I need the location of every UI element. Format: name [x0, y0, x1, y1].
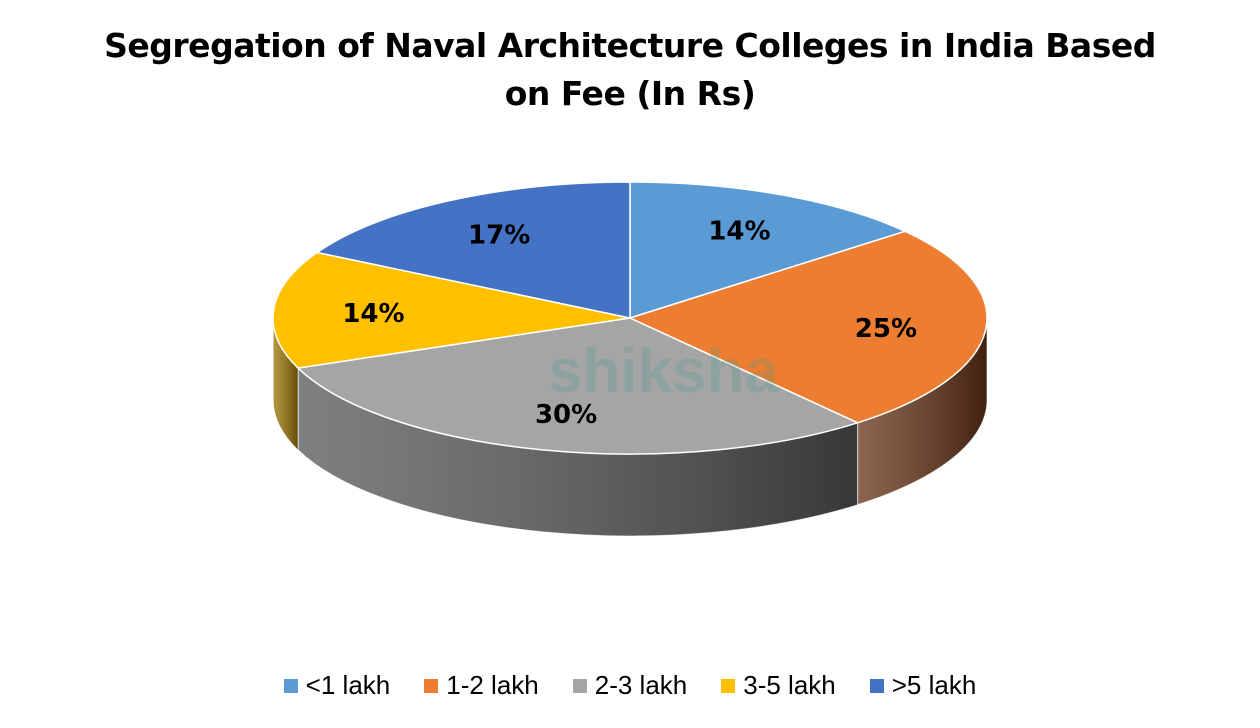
legend: <1 lakh 1-2 lakh 2-3 lakh 3-5 lakh >5 lakh: [0, 670, 1260, 701]
pie-side-1-2 lakh: [857, 318, 987, 505]
data-label: 25%: [855, 314, 917, 344]
legend-item: 2-3 lakh: [572, 670, 688, 701]
legend-item: 1-2 lakh: [424, 670, 539, 701]
legend-label: 1-2 lakh: [446, 670, 539, 700]
data-label: 30%: [535, 400, 597, 430]
legend-label: >5 lakh: [891, 670, 977, 700]
pie-side-3-5 lakh: [273, 318, 299, 451]
pie-slice-<1 lakh[interactable]: [629, 181, 908, 320]
data-label: 14%: [708, 216, 770, 246]
legend-item: 3-5 lakh: [721, 670, 836, 701]
data-label: 17%: [468, 221, 530, 251]
legend-swatch: [572, 678, 587, 693]
legend-label: 2-3 lakh: [594, 670, 688, 700]
legend-swatch: [721, 678, 736, 693]
data-label: 14%: [342, 299, 404, 329]
chart-title-line-1: Segregation of Naval Architecture Colleg…: [104, 26, 1156, 65]
legend-item: <1 lakh: [283, 670, 391, 701]
pie-slice->5 lakh[interactable]: [315, 181, 631, 319]
pie-slice-3-5 lakh[interactable]: [272, 251, 631, 369]
watermark-logo: shiksha: [548, 337, 779, 406]
pie-side-2-3 lakh: [298, 368, 858, 536]
chart-title-line-2: on Fee (In Rs): [504, 74, 756, 113]
legend-label: <1 lakh: [305, 670, 391, 700]
legend-swatch: [869, 678, 884, 693]
chart-title: Segregation of Naval Architecture Colleg…: [0, 22, 1260, 118]
legend-label: 3-5 lakh: [743, 670, 836, 700]
legend-item: >5 lakh: [869, 670, 977, 701]
legend-swatch: [283, 678, 298, 693]
legend-swatch: [424, 678, 439, 693]
pie-slice-1-2 lakh[interactable]: [627, 230, 988, 424]
pie-slice-2-3 lakh[interactable]: [296, 317, 860, 455]
